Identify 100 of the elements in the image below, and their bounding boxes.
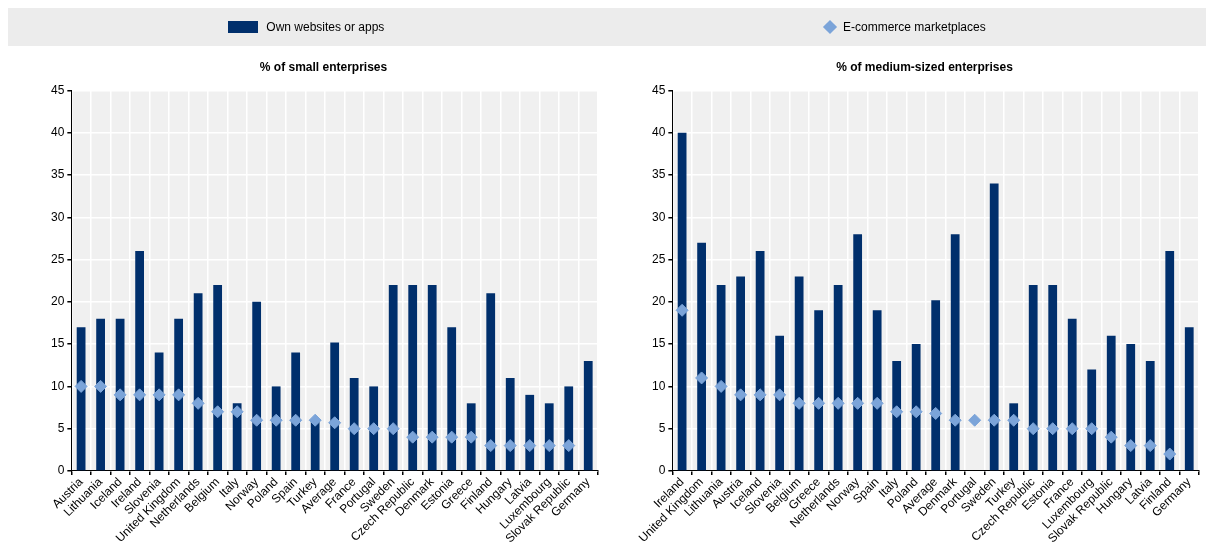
point <box>406 430 420 444</box>
point <box>1007 413 1021 427</box>
bar <box>388 284 398 471</box>
point <box>1143 439 1157 453</box>
point <box>1163 447 1177 461</box>
bar <box>291 352 301 471</box>
point <box>773 388 787 402</box>
bar <box>1165 251 1175 471</box>
bar <box>697 242 706 471</box>
bar <box>1067 318 1077 471</box>
point <box>753 388 767 402</box>
bar <box>755 251 765 471</box>
point <box>909 405 923 419</box>
point <box>1104 430 1118 444</box>
point <box>289 413 303 427</box>
point <box>792 396 806 410</box>
point <box>1124 439 1138 453</box>
point <box>211 405 225 419</box>
point <box>328 416 342 430</box>
legend-label: E-commerce marketplaces <box>842 20 986 34</box>
bar <box>486 293 496 471</box>
y-tick-label: 20 <box>50 294 65 309</box>
point <box>425 430 439 444</box>
chart-title: % of medium-sized enterprises <box>836 59 1014 74</box>
bar <box>193 293 203 471</box>
point <box>191 396 205 410</box>
bar <box>96 318 105 471</box>
bar <box>1028 284 1038 471</box>
bar <box>989 183 999 471</box>
y-tick-label: 25 <box>50 251 65 266</box>
point <box>269 413 283 427</box>
point <box>831 396 845 410</box>
bar <box>911 344 921 471</box>
chart-title: % of small enterprises <box>259 59 388 74</box>
point <box>812 396 826 410</box>
point <box>484 439 498 453</box>
point <box>113 388 127 402</box>
bar <box>833 284 843 471</box>
point <box>562 439 576 453</box>
y-tick-label: 35 <box>50 167 65 182</box>
point <box>445 430 459 444</box>
bar <box>1145 361 1155 471</box>
point <box>542 439 556 453</box>
y-tick-label: 5 <box>658 421 666 435</box>
point <box>870 396 884 410</box>
bar <box>814 310 824 471</box>
y-tick-label: 10 <box>651 378 666 393</box>
bar <box>931 300 941 471</box>
y-tick-label: 45 <box>651 82 666 97</box>
point <box>675 303 689 317</box>
y-tick-label: 35 <box>651 167 666 182</box>
point <box>230 405 244 419</box>
bar <box>1184 327 1194 471</box>
y-tick-label: 15 <box>50 336 65 351</box>
point <box>734 388 748 402</box>
point <box>1026 422 1040 436</box>
bar <box>583 361 593 471</box>
bar <box>950 234 960 471</box>
point <box>386 422 400 436</box>
y-tick-label: 15 <box>651 336 666 351</box>
point <box>133 388 147 402</box>
bar <box>775 335 785 471</box>
point <box>523 439 537 453</box>
point <box>1046 422 1060 436</box>
bar <box>1106 335 1116 471</box>
bar <box>408 284 418 471</box>
point <box>968 413 982 427</box>
y-tick-label: 30 <box>651 209 666 224</box>
point <box>1085 422 1099 436</box>
y-tick-label: 40 <box>651 125 666 139</box>
bar <box>174 318 184 471</box>
point <box>172 388 186 402</box>
point <box>890 405 904 419</box>
y-tick-label: 0 <box>57 463 65 478</box>
point <box>1065 422 1079 436</box>
point <box>308 413 322 427</box>
point <box>250 413 264 427</box>
point <box>367 422 381 436</box>
bar <box>252 301 262 471</box>
bar <box>330 342 340 471</box>
point <box>503 439 517 453</box>
point <box>948 413 962 427</box>
y-tick-label: 40 <box>50 125 65 139</box>
point <box>464 430 478 444</box>
bar <box>135 251 145 471</box>
point <box>714 379 728 393</box>
point <box>929 406 943 420</box>
y-tick-label: 45 <box>50 82 65 97</box>
y-tick-label: 5 <box>57 421 65 435</box>
y-tick-label: 30 <box>50 209 65 224</box>
bar <box>892 361 902 471</box>
bar <box>447 327 457 471</box>
bar <box>349 377 359 471</box>
y-tick-label: 25 <box>651 251 666 266</box>
point <box>152 388 166 402</box>
bar <box>427 284 437 471</box>
point <box>94 379 108 393</box>
point <box>851 396 865 410</box>
y-tick-label: 0 <box>658 463 666 478</box>
bar <box>115 318 125 471</box>
